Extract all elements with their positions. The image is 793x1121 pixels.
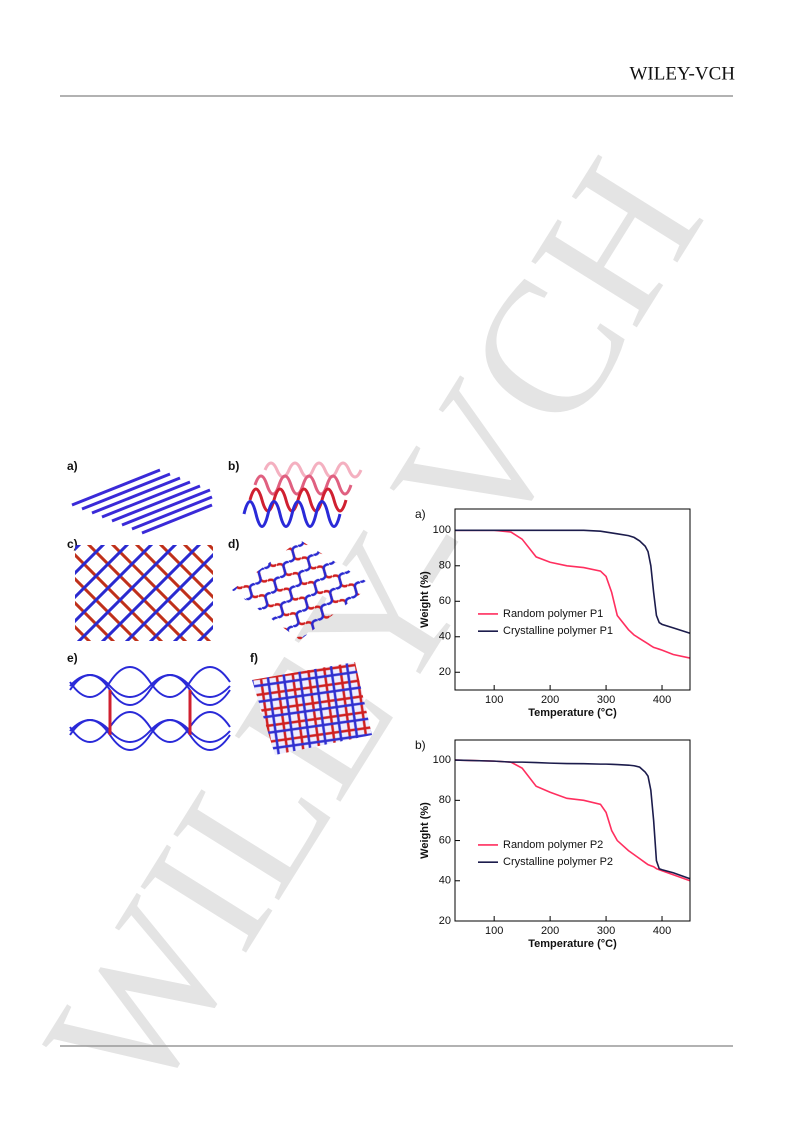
charts: a) 100 200 300 400 20 40 60 80 100 Temperature (°C… [415,507,691,950]
y-axis-label: Weight (%) [419,571,431,628]
data-line [455,529,691,634]
y-axis-label: Weight (%) [419,802,431,859]
x-tick-label: 300 [597,694,615,706]
y-tick-label: 20 [439,666,451,678]
panel-label: b) [228,459,239,473]
y-tick-label: 20 [439,915,451,927]
legend-label: Random polymer P2 [503,839,603,851]
panel-label: a) [67,459,78,473]
x-tick-label: 400 [653,925,671,937]
x-axis-label: Temperature (°C) [528,707,617,719]
legend-label: Crystalline polymer P2 [503,856,613,868]
data-line [454,759,691,880]
panel-e-art [69,666,231,751]
legend-label: Random polymer P1 [503,608,603,620]
panel-label: d) [228,537,239,551]
plot-frame [454,739,691,922]
x-tick-label: 400 [653,694,671,706]
x-tick-label: 200 [541,694,559,706]
panel-d-art [232,540,372,640]
y-tick-label: 100 [433,524,451,536]
legend-label: Crystalline polymer P1 [503,625,613,637]
y-tick-label: 40 [439,631,451,643]
x-tick-label: 100 [485,694,503,706]
x-axis-label: Temperature (°C) [528,938,617,950]
y-tick-label: 100 [433,754,451,766]
panel-label: f) [250,651,258,665]
panel-b-art [242,461,363,528]
data-line [454,759,691,882]
structure-panels: a) b) c) d) e) f) [67,459,372,755]
chart-label: a) [415,507,426,521]
y-tick-label: 60 [439,595,451,607]
x-tick-label: 300 [597,925,615,937]
panel-label: c) [67,537,78,551]
x-tick-label: 200 [541,925,559,937]
y-tick-label: 60 [439,834,451,846]
panel-label: e) [67,651,78,665]
chart-label: b) [415,738,426,752]
panel-a-art [71,468,213,535]
y-tick-label: 80 [439,560,451,572]
publisher: WILEY-VCH [629,63,735,84]
panel-f-art [252,662,372,755]
y-tick-label: 40 [439,875,451,887]
x-tick-label: 100 [485,925,503,937]
panel-c-art [75,545,213,641]
data-line [455,529,691,659]
plot-frame [454,508,691,691]
y-tick-label: 80 [439,794,451,806]
